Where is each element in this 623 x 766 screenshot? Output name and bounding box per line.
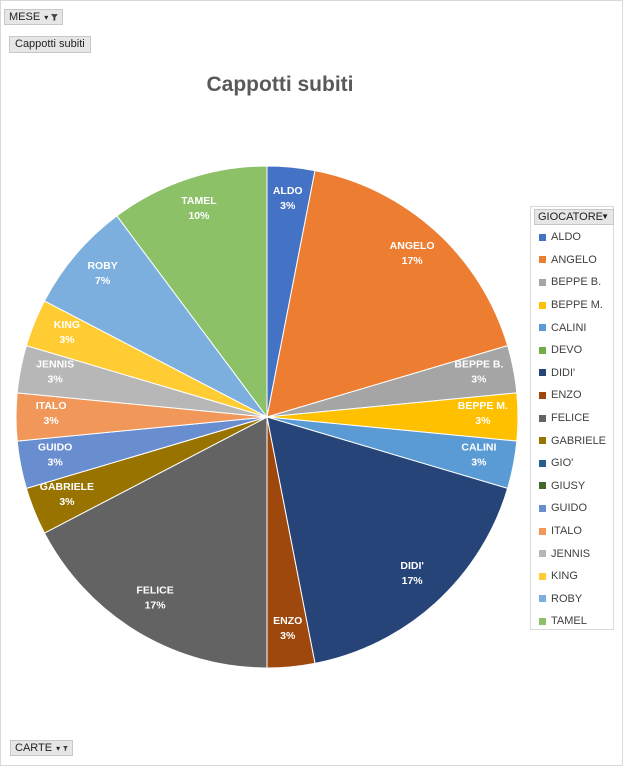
legend-label: GABRIELE — [551, 434, 607, 447]
data-label-beppe-b: BEPPE B. 3% — [454, 359, 503, 386]
legend-swatch — [539, 572, 546, 580]
legend-item-gabriele[interactable]: GABRIELE — [539, 429, 606, 452]
month-filter-button[interactable]: MESE ▾ — [4, 9, 63, 25]
dropdown-caret-icon: ▼ — [601, 212, 609, 221]
legend-item-devo[interactable]: DEVO — [539, 339, 606, 362]
legend-swatch — [539, 301, 546, 309]
legend-label: ITALO — [551, 525, 582, 538]
legend-item-enzo[interactable]: ENZO — [539, 384, 606, 407]
legend-label: DEVO — [551, 344, 583, 357]
legend-item-roby[interactable]: ROBY — [539, 588, 606, 611]
data-label-angelo: ANGELO 17% — [390, 240, 435, 267]
data-label-tamel: TAMEL 10% — [181, 195, 217, 222]
chart-title: Cappotti subiti — [206, 73, 354, 96]
legend-item-italo[interactable]: ITALO — [539, 520, 606, 543]
data-label-calini: CALINI 3% — [461, 441, 496, 468]
pie-slice-angelo[interactable] — [266, 170, 509, 418]
legend-label: DIDI' — [551, 366, 576, 379]
legend-item-giusy[interactable]: GIUSY — [539, 475, 606, 498]
pie-slice-tamel[interactable] — [116, 165, 268, 419]
data-label-italo: ITALO 3% — [36, 400, 67, 427]
legend-items: ALDO ANGELO BEPPE B. BEPPE M. CALINI DEVO DIDI… — [539, 226, 606, 633]
legend-label: ALDO — [551, 231, 581, 244]
legend-item-gio[interactable]: GIO' — [539, 452, 606, 475]
legend-swatch — [539, 550, 546, 558]
legend-label: TAMEL — [551, 615, 587, 628]
player-filter-button[interactable]: GIOCATORE ▼ — [534, 209, 614, 225]
legend-label: GIO' — [551, 457, 574, 470]
legend-label: GIUSY — [551, 479, 586, 492]
legend-item-calini[interactable]: CALINI — [539, 316, 606, 339]
legend-item-beppe-m[interactable]: BEPPE M. — [539, 294, 606, 317]
data-label-aldo: ALDO 3% — [273, 185, 303, 212]
values-field-label: Cappotti subiti — [15, 38, 85, 50]
legend-item-tamel[interactable]: TAMEL — [539, 610, 606, 633]
legend-item-jennis[interactable]: JENNIS — [539, 542, 606, 565]
legend-swatch — [539, 346, 546, 354]
legend-swatch — [539, 233, 546, 241]
pie-slice-didi[interactable] — [266, 416, 509, 664]
legend-item-aldo[interactable]: ALDO — [539, 226, 606, 249]
legend-swatch — [539, 459, 546, 467]
pie-slice-felice[interactable] — [43, 416, 268, 669]
data-label-roby: ROBY 7% — [87, 260, 117, 287]
month-filter-label: MESE — [9, 11, 41, 23]
player-filter-label: GIOCATORE — [538, 211, 603, 223]
data-label-king: KING 3% — [54, 319, 80, 346]
data-label-didi: DIDI' 17% — [400, 560, 424, 587]
legend-item-guido[interactable]: GUIDO — [539, 497, 606, 520]
legend-swatch — [539, 256, 546, 264]
legend-swatch — [539, 482, 546, 490]
legend-swatch — [539, 369, 546, 377]
legend-swatch — [539, 595, 546, 603]
legend-swatch — [539, 504, 546, 512]
cards-filter-button[interactable]: CARTE ▾ — [10, 740, 73, 756]
legend-label: ANGELO — [551, 253, 597, 266]
legend-label: ENZO — [551, 389, 582, 402]
legend-item-felice[interactable]: FELICE — [539, 407, 606, 430]
dropdown-caret-icon: ▾ — [44, 12, 49, 22]
legend-swatch — [539, 391, 546, 399]
legend-item-beppe-b[interactable]: BEPPE B. — [539, 271, 606, 294]
legend-swatch — [539, 527, 546, 535]
filter-funnel-icon — [51, 13, 58, 21]
legend-swatch — [539, 324, 546, 332]
legend-swatch — [539, 414, 546, 422]
legend-item-didi[interactable]: DIDI' — [539, 362, 606, 385]
data-label-gabriele: GABRIELE 3% — [40, 481, 94, 508]
pie-slice-roby[interactable] — [43, 215, 268, 418]
legend-label: BEPPE M. — [551, 299, 603, 312]
cards-filter-label: CARTE — [15, 742, 53, 754]
legend-label: FELICE — [551, 412, 590, 425]
legend-swatch — [539, 437, 546, 445]
legend-swatch — [539, 278, 546, 286]
legend-swatch — [539, 617, 546, 625]
legend-label: GUIDO — [551, 502, 588, 515]
legend-label: BEPPE B. — [551, 276, 602, 289]
filter-funnel-icon — [63, 745, 68, 751]
data-label-jennis: JENNIS 3% — [36, 359, 74, 386]
legend: GIOCATORE ▼ ALDO ANGELO BEPPE B. BEPPE M. CA… — [530, 206, 614, 630]
legend-label: CALINI — [551, 321, 587, 334]
legend-label: KING — [551, 570, 578, 583]
data-label-beppe-m: BEPPE M. 3% — [458, 400, 508, 427]
data-label-guido: GUIDO 3% — [38, 441, 72, 468]
legend-item-king[interactable]: KING — [539, 565, 606, 588]
data-label-enzo: ENZO 3% — [273, 615, 302, 642]
legend-label: JENNIS — [551, 547, 591, 560]
legend-item-angelo[interactable]: ANGELO — [539, 249, 606, 272]
values-field-button[interactable]: Cappotti subiti — [9, 36, 91, 53]
data-label-felice: FELICE 17% — [136, 585, 173, 612]
legend-label: ROBY — [551, 592, 583, 605]
dropdown-caret-icon: ▾ — [56, 743, 61, 753]
